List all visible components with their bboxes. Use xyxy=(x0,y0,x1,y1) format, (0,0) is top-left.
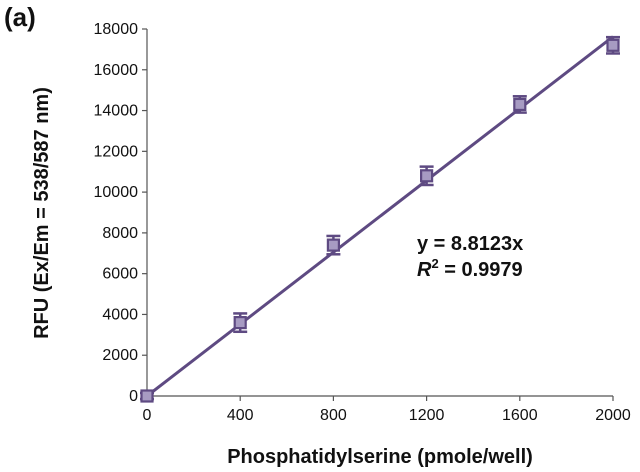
point-marker xyxy=(140,389,154,403)
r-squared-label: R2 = 0.9979 xyxy=(417,256,523,281)
y-tick-label: 16000 xyxy=(94,62,139,79)
x-axis-ticks: 0 400 800 1200 1600 2000 xyxy=(143,396,631,424)
y-tick-label: 12000 xyxy=(94,143,139,160)
y-tick-label: 0 xyxy=(129,388,138,405)
data-point xyxy=(140,389,154,403)
y-tick-label: 4000 xyxy=(102,306,138,323)
point-marker xyxy=(326,238,340,252)
y-tick-label: 6000 xyxy=(102,266,138,283)
x-tick-label: 400 xyxy=(227,407,254,424)
x-tick-label: 0 xyxy=(143,407,152,424)
data-point xyxy=(326,234,341,256)
x-axis-title: Phosphatidylserine (pmole/well) xyxy=(227,446,533,468)
y-tick-label: 18000 xyxy=(94,21,139,38)
data-point xyxy=(419,165,434,187)
data-points xyxy=(140,35,620,403)
panel-label: (a) xyxy=(4,2,36,32)
point-marker xyxy=(233,316,247,330)
r-squared-superscript: 2 xyxy=(431,256,438,271)
data-point xyxy=(606,35,620,55)
point-marker xyxy=(513,97,527,112)
y-tick-label: 2000 xyxy=(102,347,138,364)
r-squared-symbol: R xyxy=(417,259,432,281)
y-tick-label: 14000 xyxy=(94,103,139,120)
equation-label: y = 8.8123x xyxy=(417,233,523,255)
y-axis-title: RFU (Ex/Em = 538/587 nm) xyxy=(31,87,53,339)
x-tick-label: 1600 xyxy=(502,407,538,424)
x-tick-label: 800 xyxy=(320,407,347,424)
data-point xyxy=(512,95,527,114)
y-tick-label: 10000 xyxy=(94,184,139,201)
y-axis-ticks: 0 2000 4000 6000 8000 10000 12000 14000 16000 180… xyxy=(94,21,147,405)
point-marker xyxy=(606,38,620,52)
data-point xyxy=(233,312,248,334)
r-squared-value: = 0.9979 xyxy=(439,259,523,281)
point-marker xyxy=(420,169,434,183)
x-tick-label: 2000 xyxy=(595,407,631,424)
x-tick-label: 1200 xyxy=(409,407,445,424)
y-tick-label: 8000 xyxy=(102,225,138,242)
trendline xyxy=(146,35,614,398)
